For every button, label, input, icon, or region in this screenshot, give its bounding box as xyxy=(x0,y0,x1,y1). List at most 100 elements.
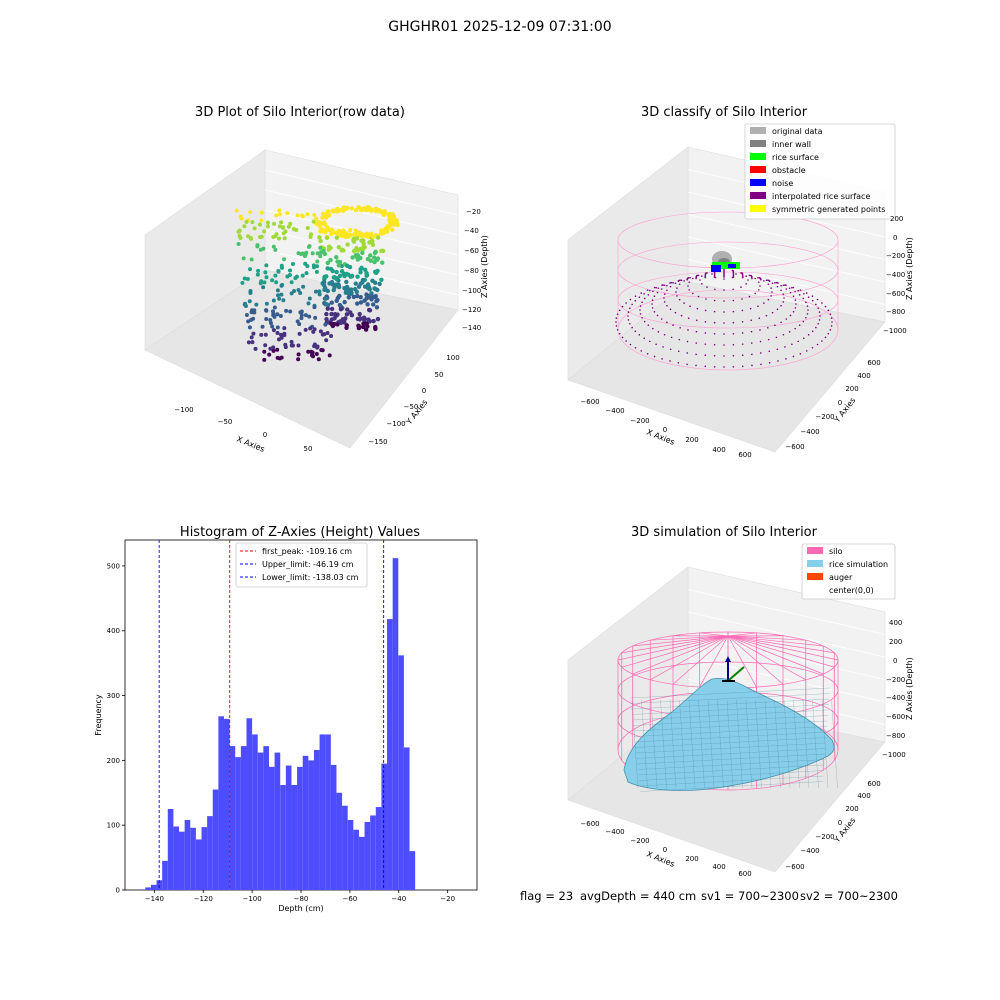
scatter-point xyxy=(277,208,282,213)
p2-ztick: 0 xyxy=(893,234,897,242)
surface-point xyxy=(723,289,725,291)
hist-bar xyxy=(150,884,157,890)
scatter-point xyxy=(258,281,263,286)
p2-ztick: −400 xyxy=(886,271,905,279)
mesh-line xyxy=(783,699,791,789)
scatter-point xyxy=(374,305,380,310)
legend-swatch xyxy=(750,140,766,147)
p2-ztick: −800 xyxy=(886,308,905,316)
legend-label: silo xyxy=(829,547,843,556)
surface-point xyxy=(618,309,621,312)
surface-point xyxy=(792,310,795,313)
scatter-point xyxy=(268,346,273,351)
p4-ytick: −200 xyxy=(815,833,834,841)
scatter-point xyxy=(390,227,395,233)
surface-point xyxy=(639,313,642,315)
hist-bar xyxy=(285,765,292,890)
hist-ytick-label: 500 xyxy=(107,562,120,570)
surface-point xyxy=(785,284,787,286)
surface-point xyxy=(692,292,694,295)
p1-ytick: 100 xyxy=(446,354,459,362)
surface-point xyxy=(799,289,802,291)
surface-point xyxy=(634,295,637,297)
p4-xtick: −400 xyxy=(605,828,624,836)
surface-point xyxy=(782,293,785,295)
silo-roof-rib xyxy=(727,635,806,641)
p4-ytick: 600 xyxy=(867,780,880,788)
surface-point xyxy=(669,348,672,351)
surface-point xyxy=(794,299,797,301)
surface-point xyxy=(782,301,785,303)
p1-ytick: −100 xyxy=(386,420,405,428)
surface-point xyxy=(660,318,663,320)
silo-roof-rib xyxy=(650,635,729,641)
surface-point xyxy=(741,343,744,345)
surface-point xyxy=(777,360,779,362)
scatter-point xyxy=(353,228,359,234)
scatter-point xyxy=(308,326,313,331)
hist-bar xyxy=(145,887,151,890)
panel-classify-3d: 3D classify of Silo Interior original da… xyxy=(567,105,914,459)
legend-label: symmetric generated points xyxy=(772,205,885,214)
scatter-point xyxy=(364,296,369,301)
p4-ytick: −400 xyxy=(800,847,819,855)
scatter-point xyxy=(356,323,361,328)
scatter-point xyxy=(324,338,329,343)
surface-point xyxy=(794,327,796,330)
p1-xtick: −100 xyxy=(174,406,193,414)
scatter-point xyxy=(380,260,385,265)
scatter-point xyxy=(289,339,294,344)
p4-xtick: 400 xyxy=(712,863,725,871)
footer-avg-depth: avgDepth = 440 cm xyxy=(580,889,696,903)
hist-bar xyxy=(257,752,264,890)
surface-point xyxy=(652,290,654,293)
surface-point xyxy=(827,332,830,335)
p4-ytick: 400 xyxy=(857,792,870,800)
scatter-point xyxy=(341,205,347,210)
surface-point xyxy=(639,309,641,311)
p4-xlabel: X Axies xyxy=(645,850,676,869)
panel1-floor-pane xyxy=(144,269,459,449)
surface-point xyxy=(824,336,827,339)
surface-point xyxy=(807,334,810,336)
surface-point xyxy=(676,287,678,289)
scatter-point xyxy=(268,317,273,322)
scatter-point xyxy=(352,286,358,292)
scatter-point xyxy=(315,251,320,256)
hist-bar xyxy=(409,851,416,890)
p2-ytick: −400 xyxy=(800,428,819,436)
surface-point xyxy=(679,327,681,329)
scatter-point xyxy=(313,315,318,320)
rice-simulation-mound xyxy=(623,677,835,791)
scatter-point xyxy=(241,256,246,261)
scatter-point xyxy=(314,269,319,274)
surface-point xyxy=(625,340,627,342)
rice-surface-mesh xyxy=(629,687,838,792)
scatter-point xyxy=(369,297,374,302)
scatter-point xyxy=(321,283,327,288)
surface-point xyxy=(677,280,680,283)
mesh-line xyxy=(633,720,828,732)
scatter-point xyxy=(359,233,365,239)
surface-point xyxy=(713,355,716,357)
scatter-point xyxy=(264,317,269,322)
surface-point xyxy=(763,280,765,282)
scatter-point xyxy=(279,220,284,225)
surface-point xyxy=(776,308,779,311)
scatter-point xyxy=(312,327,317,332)
hist-legend: first_peak: -109.16 cm Upper_limit: -46.1… xyxy=(235,542,368,588)
mesh-line xyxy=(821,699,829,789)
scatter-point xyxy=(332,284,337,290)
scatter-point xyxy=(379,277,384,282)
scatter-point xyxy=(373,324,378,330)
surface-point xyxy=(831,321,833,323)
mesh-line xyxy=(631,698,830,710)
surface-point xyxy=(663,284,666,287)
scatter-point xyxy=(360,280,365,285)
surface-point xyxy=(686,278,688,281)
hist-yticks: 0 100 200 300 400 500 xyxy=(107,562,125,895)
scatter-point xyxy=(298,310,303,315)
mesh-line xyxy=(638,770,825,781)
surface-point xyxy=(683,302,685,304)
surface-point xyxy=(803,292,805,295)
